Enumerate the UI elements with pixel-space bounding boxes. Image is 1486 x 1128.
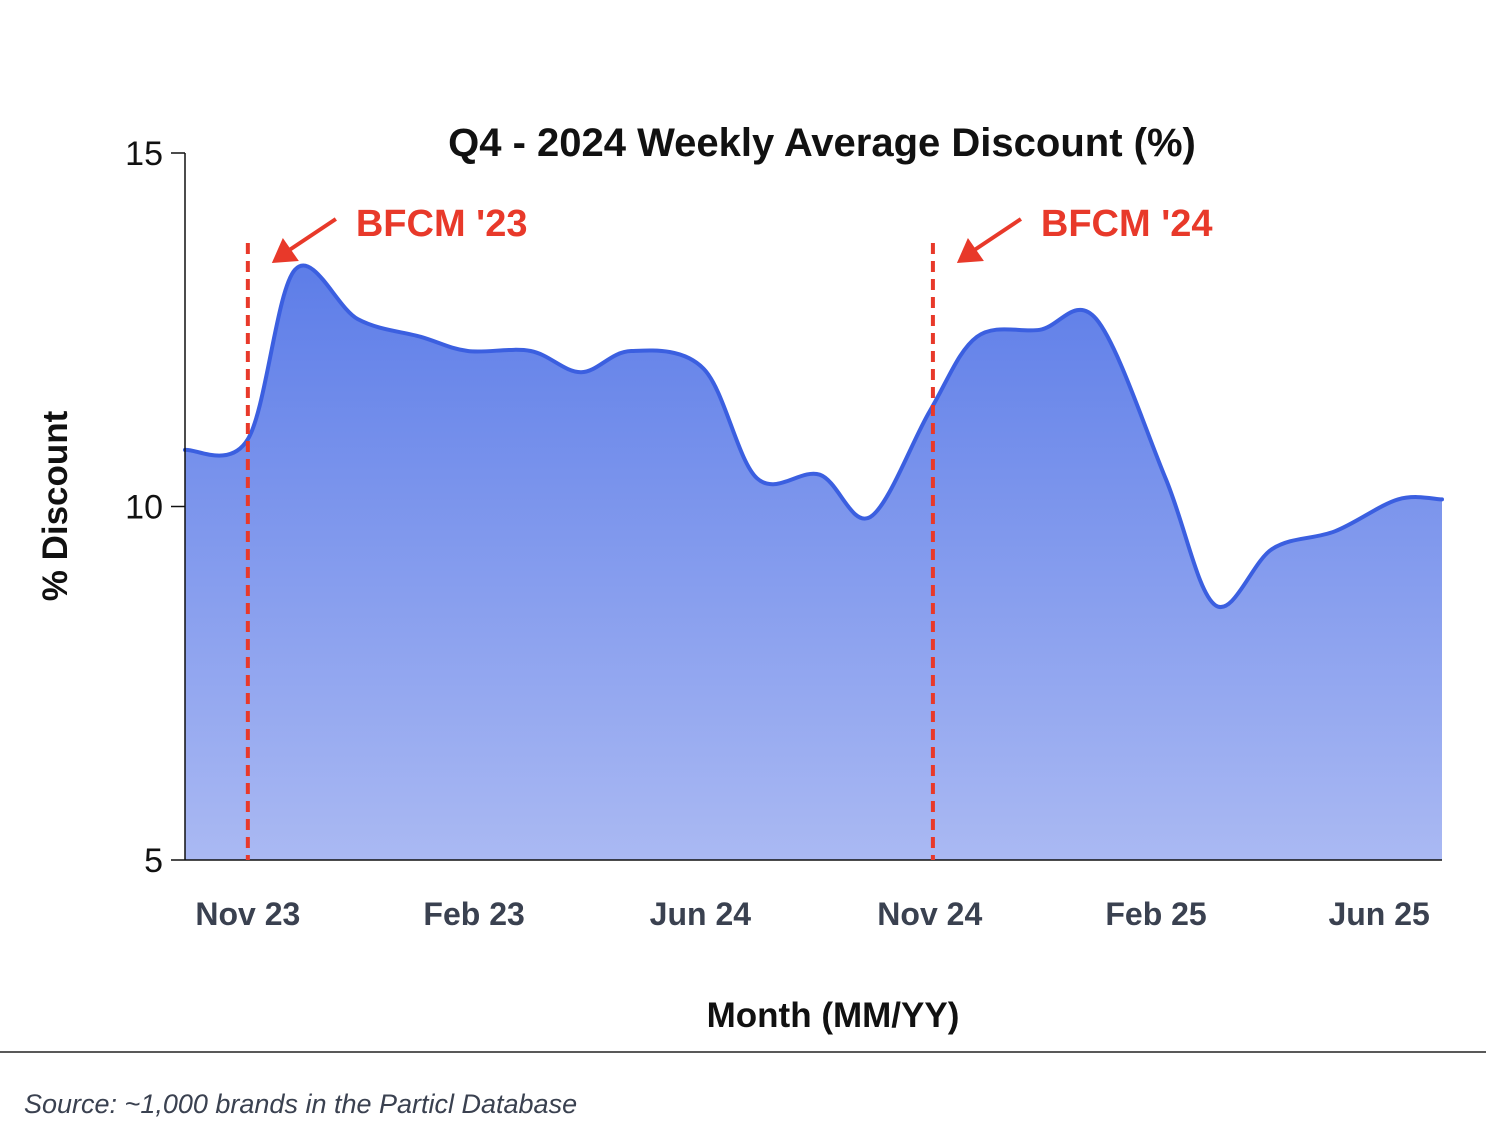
data-point	[868, 515, 872, 519]
plot-area	[183, 263, 1444, 860]
x-tick-label: Nov 24	[877, 896, 982, 932]
data-point	[975, 335, 979, 339]
x-tick-label: Jun 25	[1328, 896, 1429, 932]
data-point	[293, 268, 297, 272]
data-point	[356, 317, 360, 321]
annotation-arrow	[971, 217, 1023, 253]
data-point	[1164, 476, 1168, 480]
source-note: Source: ~1,000 brands in the Particl Dat…	[24, 1089, 577, 1119]
data-point	[246, 437, 250, 441]
data-point	[466, 349, 470, 353]
annotation-arrow	[286, 217, 337, 253]
data-point	[702, 367, 706, 371]
data-point	[818, 473, 822, 477]
x-tick-label: Feb 23	[423, 896, 524, 932]
annotations: BFCM '23 BFCM '24	[245, 203, 1213, 860]
x-tick-label: Feb 25	[1105, 896, 1206, 932]
series-area-fill	[185, 265, 1442, 860]
data-point	[419, 335, 423, 339]
annotation-label: BFCM '23	[356, 203, 528, 245]
data-point	[529, 349, 533, 353]
series-line	[183, 263, 1444, 610]
data-point	[1038, 328, 1042, 332]
y-tick-label: 5	[144, 842, 163, 880]
y-tick-label: 15	[125, 135, 163, 173]
data-point	[579, 370, 583, 374]
annotation-arrowhead	[956, 238, 984, 263]
chart-title: Q4 - 2024 Weekly Average Discount (%)	[448, 121, 1196, 165]
axes: 5 10 15 Nov 23 Feb 23 Jun 24 Nov 24 Feb 25 Jun 2…	[125, 135, 1442, 932]
y-axis-title: % Discount	[36, 410, 75, 601]
data-point	[1094, 317, 1098, 321]
annotation-label: BFCM '24	[1041, 203, 1213, 245]
data-point	[629, 349, 633, 353]
x-tick-label: Nov 23	[195, 896, 300, 932]
data-point	[1270, 547, 1274, 551]
data-point	[1396, 497, 1400, 501]
annotation-arrowhead	[271, 238, 299, 263]
x-axis-title: Month (MM/YY)	[707, 996, 960, 1035]
y-tick-label: 10	[125, 489, 163, 527]
data-point	[1214, 604, 1218, 608]
x-tick-label: Jun 24	[650, 896, 752, 932]
data-point	[755, 476, 759, 480]
data-point	[1440, 497, 1444, 501]
data-point	[1333, 529, 1337, 533]
